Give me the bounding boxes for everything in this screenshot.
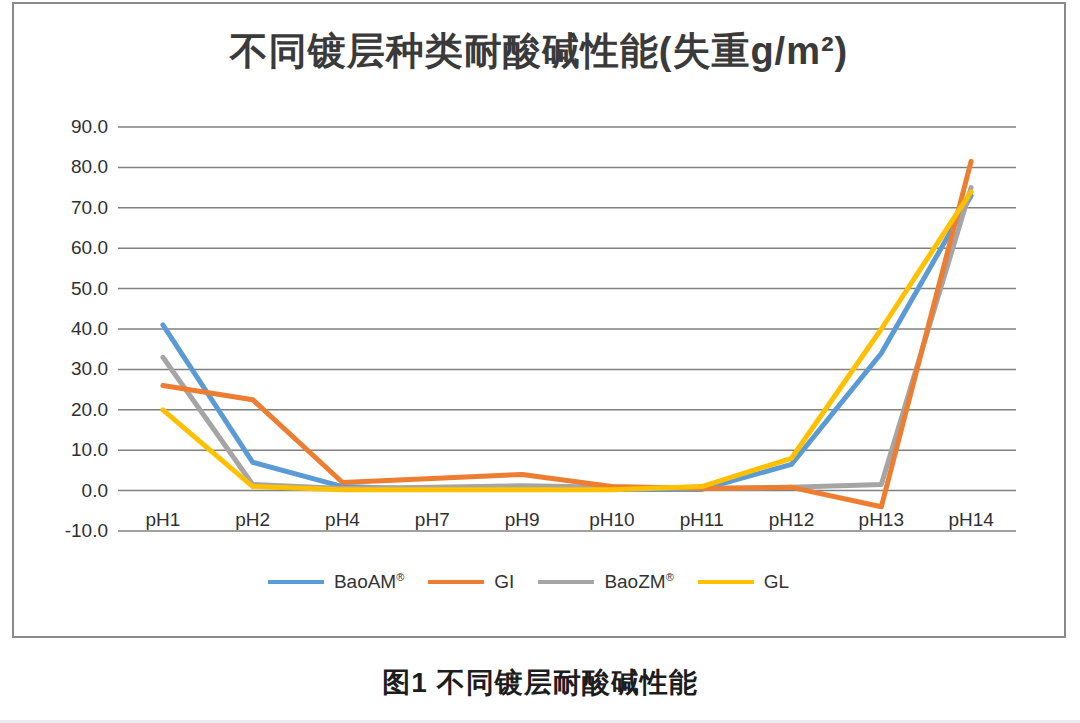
x-tick-label: pH9 <box>505 509 540 530</box>
legend-label-BaoZM: BaoZM® <box>604 571 673 593</box>
series-line-BaoAM <box>163 196 971 490</box>
x-tick-label: pH4 <box>325 509 360 530</box>
y-tick-label: -10.0 <box>65 520 108 541</box>
x-tick-label: pH2 <box>235 509 270 530</box>
legend-label-BaoAM: BaoAM® <box>334 571 404 593</box>
x-tick-label: pH11 <box>680 509 724 530</box>
y-tick-label: 30.0 <box>71 358 108 379</box>
y-tick-label: 0.0 <box>82 480 108 501</box>
legend-swatch-BaoZM <box>538 580 594 584</box>
legend-label-GL: GL <box>764 571 789 593</box>
y-tick-label: 70.0 <box>71 197 108 218</box>
legend-label-GI: GI <box>494 571 514 593</box>
y-tick-label: 10.0 <box>71 439 108 460</box>
series-line-GL <box>163 192 971 490</box>
x-tick-label: pH13 <box>859 509 904 530</box>
series-line-BaoZM <box>163 188 971 489</box>
legend: BaoAM® GI BaoZM® GL <box>0 571 1064 593</box>
x-tick-label: pH7 <box>415 509 450 530</box>
x-tick-label: pH12 <box>769 509 814 530</box>
y-tick-label: 50.0 <box>71 278 108 299</box>
x-tick-label: pH10 <box>589 509 634 530</box>
figure-caption: 图1 不同镀层耐酸碱性能 <box>0 664 1080 702</box>
y-tick-label: 60.0 <box>71 237 108 258</box>
x-tick-label: pH1 <box>145 509 180 530</box>
legend-item-GI: GI <box>428 571 514 593</box>
series-line-GI <box>163 161 971 506</box>
legend-swatch-GI <box>428 580 484 584</box>
legend-item-BaoAM: BaoAM® <box>268 571 404 593</box>
chart-frame: 不同镀层种类耐酸碱性能(失重g/m²) 90.080.070.060.050.0… <box>12 2 1066 638</box>
legend-swatch-BaoAM <box>268 580 324 584</box>
y-tick-label: 20.0 <box>71 399 108 420</box>
x-tick-label: pH14 <box>948 509 994 530</box>
registered-mark: ® <box>396 571 404 583</box>
registered-mark: ® <box>666 571 674 583</box>
plot-area: 90.0 80.0 70.0 60.0 50.0 40.0 30.0 20.0 10.0 0.0 -… <box>14 4 1064 636</box>
y-tick-label: 90.0 <box>71 116 108 137</box>
legend-item-GL: GL <box>698 571 789 593</box>
y-tick-label: 80.0 <box>71 156 108 177</box>
legend-swatch-GL <box>698 580 754 584</box>
legend-item-BaoZM: BaoZM® <box>538 571 673 593</box>
y-tick-label: 40.0 <box>71 318 108 339</box>
